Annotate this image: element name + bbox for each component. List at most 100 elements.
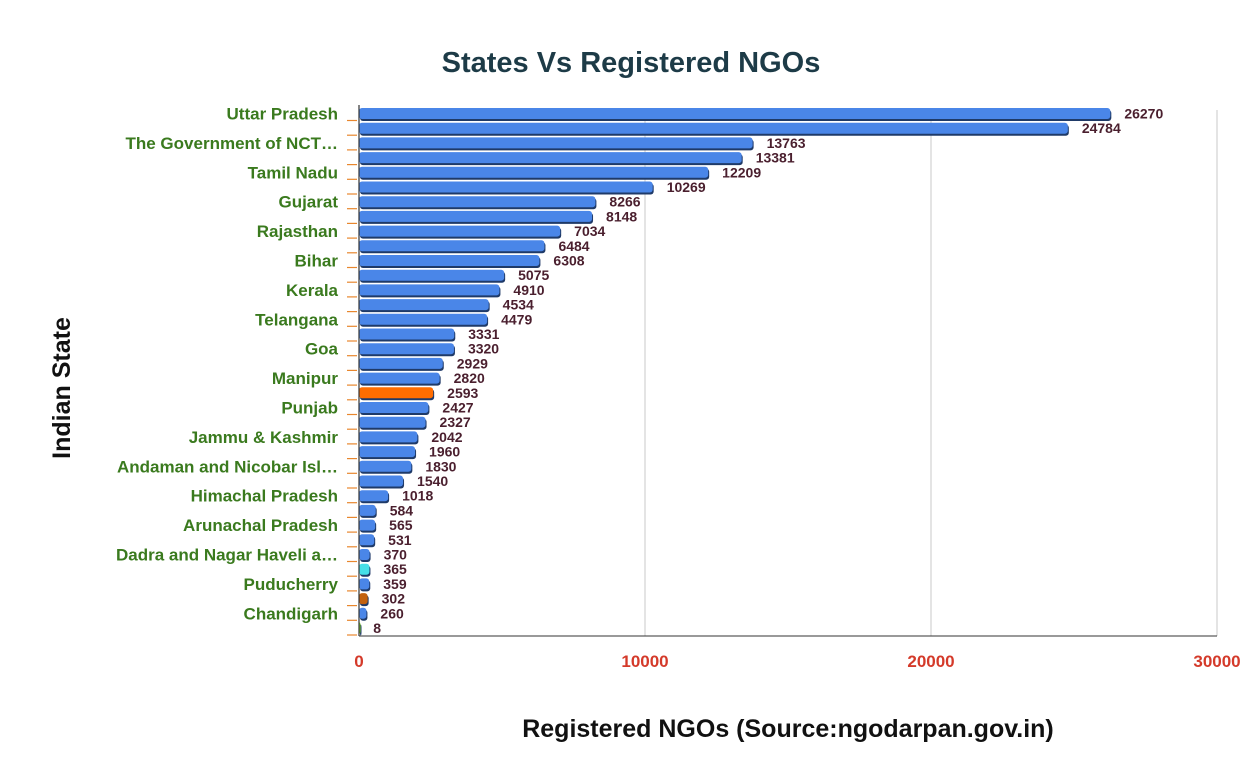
bars <box>359 108 1112 636</box>
grid-lines <box>644 110 1218 636</box>
data-label: 359 <box>383 576 407 592</box>
bar <box>359 284 500 296</box>
data-label: 1960 <box>429 444 460 460</box>
bar <box>359 357 443 369</box>
bar <box>359 343 454 355</box>
data-label: 4479 <box>501 311 532 327</box>
bar <box>359 563 370 575</box>
category-labels: Uttar Pradesh The Government of NCT… Tamil… <box>116 105 339 624</box>
category-label: Dadra and Nagar Haveli a… <box>116 546 338 565</box>
bar <box>359 240 545 252</box>
bar <box>359 593 368 605</box>
data-label: 1830 <box>425 458 456 474</box>
bar <box>359 255 540 266</box>
bar <box>359 166 709 178</box>
bar <box>359 607 367 619</box>
bar <box>359 328 455 340</box>
data-label: 6308 <box>553 253 584 269</box>
data-label: 4534 <box>503 297 534 313</box>
data-label: 8148 <box>606 208 637 224</box>
x-tick-label: 20000 <box>907 652 954 671</box>
category-label: Himachal Pradesh <box>191 487 338 506</box>
bar <box>359 225 561 237</box>
data-label: 2820 <box>454 370 485 386</box>
bar <box>359 549 370 560</box>
bar <box>359 372 440 384</box>
bar <box>359 108 1111 119</box>
category-label: Rajasthan <box>257 222 338 241</box>
data-label: 7034 <box>574 223 605 239</box>
bar <box>359 269 505 281</box>
bar <box>359 490 389 502</box>
category-label: Tamil Nadu <box>248 163 338 182</box>
data-label: 3331 <box>468 326 499 342</box>
bar <box>359 446 416 458</box>
axes <box>347 105 1217 637</box>
data-label: 1018 <box>402 488 433 504</box>
data-label: 2042 <box>431 429 462 445</box>
bar <box>359 504 376 516</box>
data-label: 24784 <box>1082 120 1121 136</box>
category-label: Puducherry <box>244 575 339 594</box>
data-label: 8 <box>373 620 381 636</box>
category-label: Gujarat <box>278 193 338 212</box>
data-label: 10269 <box>667 179 706 195</box>
data-label: 26270 <box>1124 106 1163 122</box>
bar <box>359 402 429 413</box>
x-tick-labels: 0 10000 20000 30000 <box>354 652 1240 671</box>
data-label: 2327 <box>440 414 471 430</box>
data-label: 531 <box>388 532 412 548</box>
bar <box>359 475 404 487</box>
bar <box>359 137 753 149</box>
bar <box>359 313 488 325</box>
data-label: 365 <box>383 561 407 577</box>
bar <box>359 578 370 590</box>
bar <box>359 122 1068 134</box>
bar <box>359 416 426 428</box>
category-label: Bihar <box>295 252 339 271</box>
x-axis-label: Registered NGOs (Source:ngodarpan.gov.in… <box>522 715 1054 743</box>
chart-title: States Vs Registered NGOs <box>442 47 821 79</box>
category-label: Jammu & Kashmir <box>189 428 339 447</box>
bar <box>359 299 489 311</box>
data-label: 6484 <box>558 238 589 254</box>
bar <box>359 534 375 546</box>
category-label: Goa <box>305 340 339 359</box>
category-label: Manipur <box>272 369 338 388</box>
data-label: 584 <box>390 502 414 518</box>
category-label: Telangana <box>255 310 338 329</box>
data-label: 302 <box>382 591 406 607</box>
bar <box>359 387 434 399</box>
data-label: 3320 <box>468 341 499 357</box>
x-tick-label: 0 <box>354 652 363 671</box>
data-label: 13763 <box>767 135 806 151</box>
data-label: 260 <box>380 605 404 621</box>
category-label: Uttar Pradesh <box>227 105 338 124</box>
data-label: 1540 <box>417 473 448 489</box>
data-label: 2929 <box>457 355 488 371</box>
bar <box>359 210 593 222</box>
category-label: The Government of NCT… <box>125 134 338 153</box>
data-label: 2593 <box>447 385 478 401</box>
bar <box>359 460 412 472</box>
bar <box>359 519 376 531</box>
bar <box>359 152 742 164</box>
data-label: 4910 <box>513 282 544 298</box>
data-label: 12209 <box>722 164 761 180</box>
data-label: 13381 <box>756 150 795 166</box>
bar <box>359 196 596 208</box>
y-axis-label: Indian State <box>48 317 76 459</box>
x-tick-label: 10000 <box>621 652 668 671</box>
data-label: 370 <box>384 547 408 563</box>
data-label: 2427 <box>442 400 473 416</box>
bar <box>359 431 418 443</box>
x-tick-label: 30000 <box>1193 652 1240 671</box>
category-label: Punjab <box>281 399 338 418</box>
category-label: Andaman and Nicobar Isl… <box>117 457 338 476</box>
category-label: Arunachal Pradesh <box>183 516 338 535</box>
bar <box>359 181 653 193</box>
data-label: 5075 <box>518 267 549 283</box>
data-label: 8266 <box>609 194 640 210</box>
